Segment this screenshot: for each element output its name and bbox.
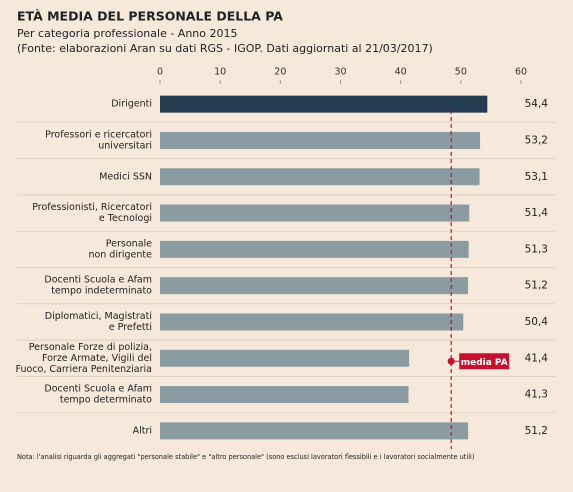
x-tick-label: 30 — [334, 67, 346, 78]
value-label: 53,1 — [525, 171, 548, 183]
bar — [160, 168, 480, 186]
bar — [160, 349, 410, 367]
category-label: Altri — [133, 425, 152, 436]
category-label: tempo determinato — [60, 395, 152, 406]
value-label: 41,4 — [525, 352, 549, 364]
bar — [160, 386, 409, 404]
category-label: universitari — [98, 140, 152, 151]
category-label: Forze Armate, Vigili del — [42, 353, 152, 364]
value-label: 50,4 — [525, 316, 549, 328]
note: Nota: l'analisi riguarda gli aggregati "… — [17, 453, 474, 461]
bar — [160, 277, 469, 295]
category-label: Professori e ricercatori — [45, 129, 152, 140]
reference-label-box — [459, 353, 510, 370]
category-label: Professionisti, Ricercatori — [32, 202, 152, 213]
chart-title: ETÀ MEDIA DEL PERSONALE DELLA PA — [17, 9, 283, 24]
category-label: Docenti Scuola e Afam — [44, 384, 152, 395]
bar — [160, 204, 470, 222]
value-label: 41,3 — [525, 389, 548, 401]
category-label: Diplomatici, Magistrati — [45, 311, 152, 322]
value-label: 51,2 — [525, 280, 548, 292]
category-label: Medici SSN — [99, 171, 152, 182]
category-label: Dirigenti — [111, 99, 152, 110]
category-label: Personale Forze di polizia, — [29, 342, 152, 353]
x-tick-label: 40 — [395, 67, 407, 78]
reference-label: media PA — [461, 358, 508, 368]
category-label: non dirigente — [88, 249, 152, 260]
bar — [160, 95, 488, 113]
x-tick-label: 60 — [515, 67, 527, 78]
value-label: 51,2 — [525, 425, 548, 437]
value-label: 51,4 — [525, 207, 549, 219]
subtitle: Per categoria professionale - Anno 2015 — [17, 27, 238, 40]
bar — [160, 240, 469, 258]
category-label: e Prefetti — [109, 322, 152, 333]
category-label: e Tecnologi — [99, 213, 152, 224]
x-tick-label: 20 — [274, 67, 286, 78]
x-tick-label: 50 — [455, 67, 467, 78]
bar — [160, 422, 469, 440]
value-label: 51,3 — [525, 243, 548, 255]
bar — [160, 131, 481, 149]
category-label: tempo indeterminato — [51, 286, 152, 297]
category-label: Docenti Scuola e Afam — [44, 275, 152, 286]
bar — [160, 313, 464, 331]
value-label: 53,2 — [525, 134, 548, 146]
category-label: Fuoco, Carriera Penitenziaria — [16, 364, 152, 375]
subtitle: (Fonte: elaborazioni Aran su dati RGS - … — [17, 42, 433, 55]
x-tick-label: 10 — [214, 67, 226, 78]
category-label: Personale — [106, 238, 152, 249]
value-label: 54,4 — [525, 98, 549, 110]
x-tick-label: 0 — [157, 67, 163, 78]
